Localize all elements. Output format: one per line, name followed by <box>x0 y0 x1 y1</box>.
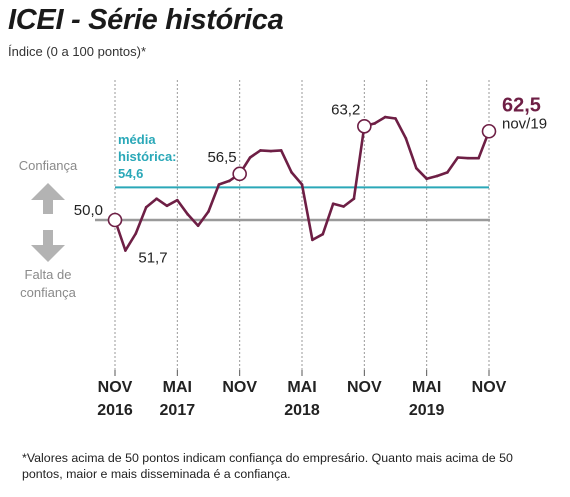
x-tick-year: 2019 <box>409 402 445 419</box>
average-value-label: 54,6 <box>118 166 143 181</box>
highlight-marker <box>357 118 372 134</box>
data-point <box>176 198 179 202</box>
highlight-marker <box>107 212 123 228</box>
data-point <box>331 202 335 205</box>
data-point <box>435 174 439 178</box>
data-point <box>321 232 325 236</box>
highlight-label: 50,0 <box>74 202 103 219</box>
data-point <box>425 177 428 181</box>
data-point <box>456 156 460 159</box>
data-point <box>466 156 470 160</box>
data-point <box>186 213 190 216</box>
data-point <box>352 197 356 200</box>
confidence-label: Confiança <box>19 158 78 173</box>
confidence-up-arrow <box>31 183 65 214</box>
footnote: *Valores acima de 50 pontos indicam conf… <box>22 451 513 481</box>
x-tick-label: NOV <box>222 379 257 396</box>
x-tick-year: 2017 <box>160 402 196 419</box>
data-point <box>446 171 449 174</box>
x-axis-ticks: NOV 2016 MAI 2017 NOV MAI 2018 NOV MAI 2019 NOV <box>97 379 506 419</box>
data-point <box>124 249 127 252</box>
confidence-down-arrow <box>31 230 65 262</box>
x-tick-year: 2016 <box>97 402 133 419</box>
data-point <box>155 197 158 200</box>
no-confidence-label-line1: Falta de <box>25 267 72 282</box>
chart-title: ICEI - Série histórica <box>8 4 284 36</box>
data-point <box>290 171 293 174</box>
x-tick-year: 2018 <box>284 402 320 419</box>
data-point <box>227 179 231 183</box>
data-point <box>134 232 138 235</box>
x-tick-label: NOV <box>472 379 507 396</box>
data-point <box>394 117 397 120</box>
data-point <box>196 224 200 227</box>
data-point <box>259 149 262 152</box>
x-tick-label: NOV <box>98 379 133 396</box>
x-tick-label: MAI <box>287 379 316 396</box>
data-point <box>207 210 210 213</box>
data-point <box>373 122 377 125</box>
highlight-label: 56,5 <box>207 149 236 166</box>
highlight-label: 62,5 <box>502 94 541 116</box>
highlight-label: 63,2 <box>331 101 360 118</box>
x-tick-label: MAI <box>163 379 192 396</box>
x-tick-label: NOV <box>347 379 382 396</box>
x-tick-label: MAI <box>412 379 441 396</box>
grid-lines <box>114 80 490 376</box>
data-point <box>311 238 314 242</box>
data-point <box>217 183 221 186</box>
line-chart: Confiança Falta de confiança média histó… <box>19 80 547 419</box>
data-point <box>144 205 148 209</box>
data-point <box>279 149 283 152</box>
average-label-line2: histórica: <box>118 149 177 164</box>
average-label-line1: média <box>118 132 156 147</box>
data-point <box>300 183 304 186</box>
data-point <box>248 156 252 159</box>
highlight-marker <box>232 166 247 182</box>
highlight-marker <box>481 123 497 139</box>
data-point <box>383 115 387 119</box>
data-point <box>477 156 480 160</box>
data-point <box>404 137 408 140</box>
data-point <box>269 149 273 153</box>
data-point <box>342 205 345 208</box>
data-point <box>165 204 169 208</box>
no-confidence-label-line2: confiança <box>20 285 76 300</box>
data-point <box>414 166 418 170</box>
highlight-sublabel: nov/19 <box>502 115 547 132</box>
chart-subtitle: Índice (0 a 100 pontos)* <box>8 44 147 59</box>
annotation-label: 51,7 <box>138 250 167 267</box>
